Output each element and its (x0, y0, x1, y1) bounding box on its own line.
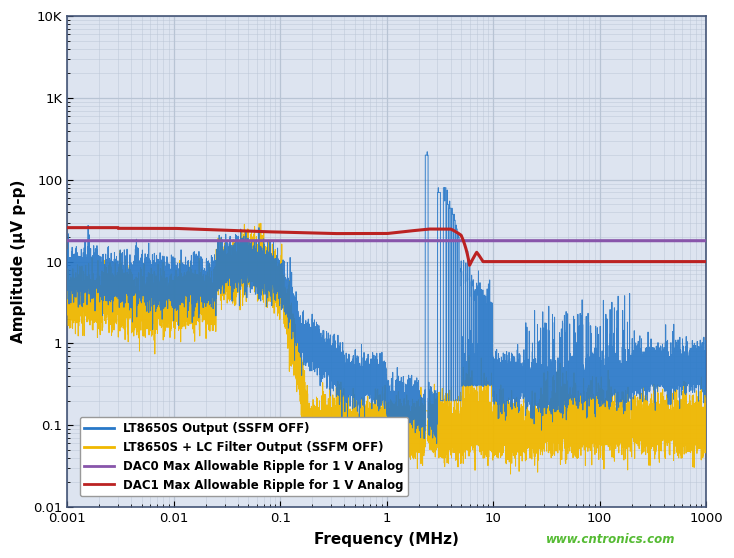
Legend: LT8650S Output (SSFM OFF), LT8650S + LC Filter Output (SSFM OFF), DAC0 Max Allow: LT8650S Output (SSFM OFF), LT8650S + LC … (79, 417, 409, 496)
Y-axis label: Amplitude (μV p-p): Amplitude (μV p-p) (11, 180, 26, 343)
X-axis label: Frequency (MHz): Frequency (MHz) (314, 532, 459, 547)
Text: www.cntronics.com: www.cntronics.com (546, 533, 675, 546)
